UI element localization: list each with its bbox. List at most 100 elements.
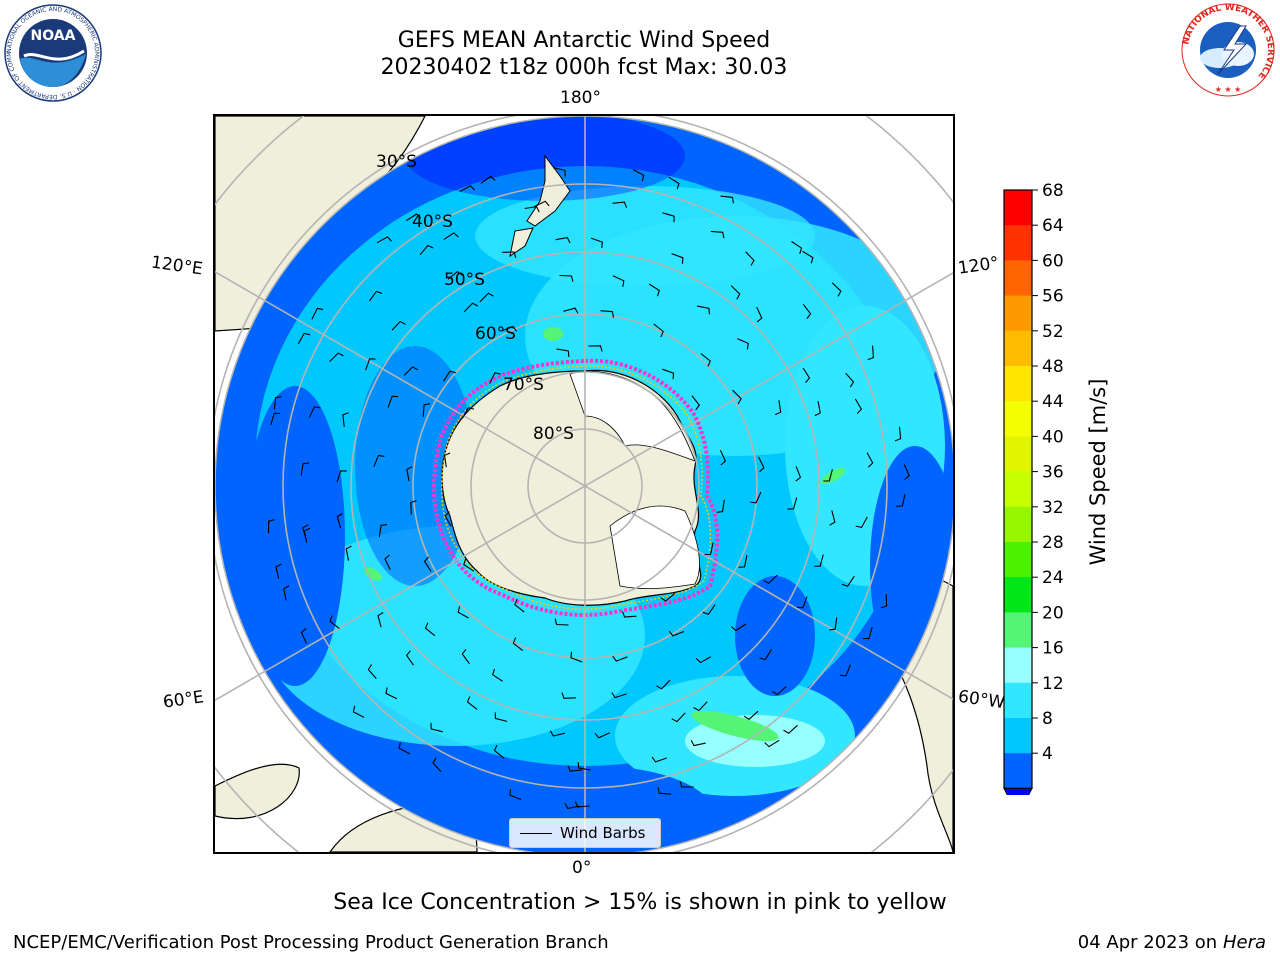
wind-barb bbox=[387, 395, 399, 408]
wind-barb bbox=[716, 499, 725, 513]
wind-barb bbox=[406, 213, 422, 222]
wind-barbs bbox=[267, 167, 910, 810]
wind-barb bbox=[391, 320, 406, 331]
wind-barb bbox=[459, 185, 475, 192]
wind-barb bbox=[756, 306, 763, 323]
wind-barb bbox=[270, 412, 281, 425]
lat-label-70s: 70°S bbox=[503, 375, 544, 395]
wind-barb bbox=[570, 651, 583, 663]
wind-barb bbox=[854, 398, 863, 414]
wind-barb bbox=[691, 395, 700, 411]
wind-barb bbox=[774, 400, 782, 416]
wind-barb bbox=[432, 757, 442, 773]
wind-barb bbox=[512, 637, 524, 652]
colorbar: 68 64 60 56 52 48 44 40 36 32 28 24 20 16 12 8 4 bbox=[1003, 181, 1064, 795]
wind-barb bbox=[463, 302, 479, 313]
colorbar-tick-label: 12 bbox=[1042, 674, 1064, 694]
wind-barb bbox=[443, 370, 456, 382]
wind-barb bbox=[367, 664, 377, 679]
wind-barb bbox=[693, 701, 708, 712]
colorbar-segment bbox=[1004, 295, 1032, 332]
chart-title: GEFS MEAN Antarctic Wind Speed bbox=[397, 28, 771, 53]
wind-barb bbox=[866, 452, 874, 468]
wind-barb bbox=[611, 692, 627, 699]
wind-barb bbox=[300, 628, 307, 644]
wind-barb bbox=[896, 493, 906, 507]
wind-barb bbox=[336, 513, 343, 529]
wind-barb bbox=[841, 575, 855, 587]
wind-barb bbox=[444, 511, 452, 527]
colorbar-segment bbox=[1004, 753, 1032, 789]
wind-barb bbox=[423, 556, 432, 572]
wind-barb bbox=[342, 412, 349, 427]
wind-barb bbox=[494, 712, 508, 722]
svg-text:★ ★ ★: ★ ★ ★ bbox=[1215, 85, 1242, 94]
lat-label-30s: 30°S bbox=[376, 152, 417, 172]
graticule bbox=[215, 116, 953, 852]
colorbar-segment bbox=[1004, 366, 1032, 402]
colorbar-segment bbox=[1004, 330, 1032, 367]
wind-barb bbox=[690, 740, 706, 747]
wind-barb bbox=[612, 201, 628, 208]
wind-barb bbox=[297, 332, 311, 345]
colorbar-segment bbox=[1004, 471, 1032, 508]
colorbar-segment bbox=[1004, 436, 1032, 473]
colorbar-tick-label: 4 bbox=[1042, 744, 1053, 764]
lon-label-120e: 120°E bbox=[149, 252, 204, 280]
wind-barb bbox=[594, 732, 610, 739]
wind-barb bbox=[695, 656, 712, 664]
sea-ice-edge bbox=[432, 358, 720, 617]
colorbar-tick-label: 56 bbox=[1042, 287, 1064, 307]
wind-barb bbox=[823, 469, 833, 482]
wind-barb bbox=[564, 802, 580, 810]
wind-barb bbox=[668, 630, 685, 637]
wind-barb bbox=[365, 358, 376, 371]
colorbar-tick-label: 20 bbox=[1042, 603, 1064, 623]
wind-barb bbox=[267, 519, 275, 534]
credit-date: 04 Apr 2023 on Hera bbox=[1078, 932, 1266, 953]
wind-barb bbox=[660, 592, 676, 602]
wind-barb bbox=[783, 724, 798, 734]
lat-label-50s: 50°S bbox=[444, 270, 485, 290]
wind-barb bbox=[377, 612, 384, 628]
wind-barb bbox=[405, 650, 414, 666]
credit-host: Hera bbox=[1222, 932, 1266, 953]
wind-barb bbox=[668, 176, 680, 190]
sea-ice-note: Sea Ice Concentration > 15% is shown in … bbox=[333, 890, 947, 915]
colorbar-segment bbox=[1004, 401, 1032, 437]
wind-barb bbox=[653, 323, 664, 338]
wind-barb bbox=[275, 563, 282, 579]
map-frame bbox=[213, 114, 955, 854]
wind-barb bbox=[430, 722, 443, 733]
wind-barb bbox=[352, 705, 365, 718]
wind-barb bbox=[787, 497, 798, 510]
wind-barb bbox=[662, 368, 675, 380]
land-africa bbox=[215, 763, 300, 820]
wind-barb bbox=[704, 542, 714, 556]
colorbar-tick-label: 52 bbox=[1042, 322, 1064, 342]
wind-barb bbox=[422, 403, 431, 417]
wind-barb bbox=[577, 762, 591, 771]
wind-barb bbox=[273, 396, 282, 410]
colorbar-tick-label: 44 bbox=[1042, 392, 1064, 412]
wind-barb-legend: Wind Barbs bbox=[509, 818, 661, 848]
wind-barb bbox=[791, 241, 803, 254]
wind-barb bbox=[311, 307, 324, 320]
wind-barb bbox=[829, 617, 838, 631]
wind-barb bbox=[463, 558, 475, 572]
noaa-wordmark: NOAA bbox=[31, 28, 76, 44]
wind-barb bbox=[621, 611, 637, 618]
colorbar-tick-label: 48 bbox=[1042, 357, 1064, 377]
wind-barb bbox=[345, 545, 352, 561]
wind-barb bbox=[302, 524, 309, 540]
polar-map bbox=[215, 116, 953, 852]
wind-barb bbox=[480, 175, 496, 184]
wind-barb bbox=[424, 622, 436, 637]
colorbar-segment bbox=[1004, 612, 1032, 649]
wind-barb bbox=[462, 407, 475, 419]
wind-barb bbox=[329, 352, 344, 362]
wind-barb bbox=[903, 464, 910, 480]
wind-barb bbox=[554, 618, 569, 626]
wind-barb bbox=[524, 205, 540, 213]
lat-label-40s: 40°S bbox=[412, 212, 453, 232]
